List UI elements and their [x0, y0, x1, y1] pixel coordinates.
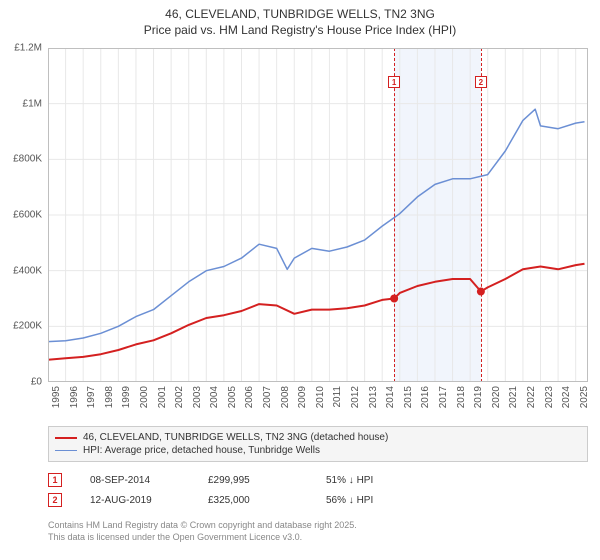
- ytick-label: £600K: [13, 210, 42, 221]
- legend-swatch-0: [55, 437, 77, 439]
- xtick-label: 2019: [473, 386, 484, 408]
- ytick-label: £0: [31, 377, 42, 388]
- xtick-label: 2012: [350, 386, 361, 408]
- xtick-label: 2006: [244, 386, 255, 408]
- ytick-label: £800K: [13, 154, 42, 165]
- xtick-label: 2010: [315, 386, 326, 408]
- xtick-label: 2001: [157, 386, 168, 408]
- xtick-label: 2003: [192, 386, 203, 408]
- chart-container: 46, CLEVELAND, TUNBRIDGE WELLS, TN2 3NG …: [0, 0, 600, 560]
- title-line-2: Price paid vs. HM Land Registry's House …: [0, 22, 600, 38]
- marker-price-0: £299,995: [208, 475, 298, 486]
- title-block: 46, CLEVELAND, TUNBRIDGE WELLS, TN2 3NG …: [0, 0, 600, 38]
- xtick-label: 2011: [332, 386, 343, 408]
- xtick-label: 2000: [139, 386, 150, 408]
- marker-date-0: 08-SEP-2014: [90, 475, 180, 486]
- xtick-label: 2024: [561, 386, 572, 408]
- ytick-label: £1M: [23, 98, 42, 109]
- ytick-label: £400K: [13, 265, 42, 276]
- marker-badge-1: 2: [48, 493, 62, 507]
- xtick-label: 2021: [508, 386, 519, 408]
- xtick-label: 2018: [456, 386, 467, 408]
- chart-area: 12 £0£200K£400K£600K£800K£1M£1.2M 199519…: [48, 48, 588, 382]
- marker-badge-0: 1: [48, 473, 62, 487]
- xtick-label: 1995: [51, 386, 62, 408]
- marker-date-1: 12-AUG-2019: [90, 495, 180, 506]
- xtick-label: 2017: [438, 386, 449, 408]
- xtick-label: 2015: [403, 386, 414, 408]
- marker-pct-0: 51% ↓ HPI: [326, 475, 416, 486]
- xtick-label: 2016: [420, 386, 431, 408]
- title-line-1: 46, CLEVELAND, TUNBRIDGE WELLS, TN2 3NG: [0, 6, 600, 22]
- footer-line-2: This data is licensed under the Open Gov…: [48, 532, 357, 544]
- marker-price-1: £325,000: [208, 495, 298, 506]
- xtick-label: 2013: [368, 386, 379, 408]
- xtick-label: 2025: [579, 386, 590, 408]
- xtick-label: 2005: [227, 386, 238, 408]
- marker-pct-1: 56% ↓ HPI: [326, 495, 416, 506]
- xtick-label: 2004: [209, 386, 220, 408]
- ytick-label: £200K: [13, 321, 42, 332]
- ytick-label: £1.2M: [14, 43, 42, 54]
- marker-row-1: 2 12-AUG-2019 £325,000 56% ↓ HPI: [48, 490, 588, 510]
- footer: Contains HM Land Registry data © Crown c…: [48, 520, 357, 543]
- xtick-label: 2007: [262, 386, 273, 408]
- xtick-label: 2008: [280, 386, 291, 408]
- legend-row-1: HPI: Average price, detached house, Tunb…: [55, 444, 581, 457]
- xtick-label: 2002: [174, 386, 185, 408]
- legend-label-0: 46, CLEVELAND, TUNBRIDGE WELLS, TN2 3NG …: [83, 432, 388, 443]
- legend-label-1: HPI: Average price, detached house, Tunb…: [83, 445, 320, 456]
- xtick-label: 1999: [121, 386, 132, 408]
- plot-border: [48, 48, 588, 382]
- xtick-label: 1996: [69, 386, 80, 408]
- marker-row-0: 1 08-SEP-2014 £299,995 51% ↓ HPI: [48, 470, 588, 490]
- xtick-label: 2009: [297, 386, 308, 408]
- legend-row-0: 46, CLEVELAND, TUNBRIDGE WELLS, TN2 3NG …: [55, 431, 581, 444]
- marker-table: 1 08-SEP-2014 £299,995 51% ↓ HPI 2 12-AU…: [48, 470, 588, 510]
- xtick-label: 2023: [544, 386, 555, 408]
- legend-swatch-1: [55, 450, 77, 451]
- xtick-label: 2020: [491, 386, 502, 408]
- legend-box: 46, CLEVELAND, TUNBRIDGE WELLS, TN2 3NG …: [48, 426, 588, 462]
- xtick-label: 1998: [104, 386, 115, 408]
- footer-line-1: Contains HM Land Registry data © Crown c…: [48, 520, 357, 532]
- xtick-label: 2022: [526, 386, 537, 408]
- xtick-label: 1997: [86, 386, 97, 408]
- xtick-label: 2014: [385, 386, 396, 408]
